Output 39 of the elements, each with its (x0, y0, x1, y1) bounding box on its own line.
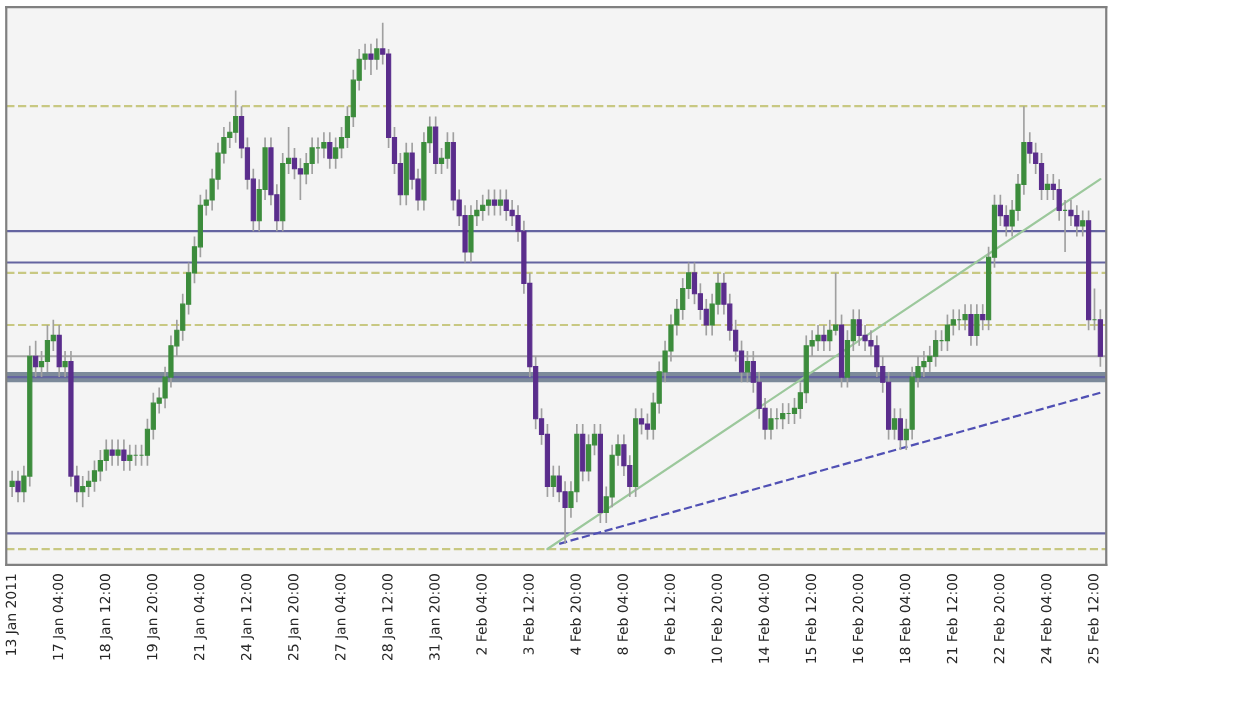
candlestick (856, 308, 862, 347)
candlestick (491, 188, 498, 217)
candlestick (497, 188, 503, 217)
candlestick (121, 438, 127, 472)
candlestick (80, 475, 86, 509)
candlestick (897, 407, 903, 451)
candlestick (550, 464, 556, 498)
candlestick (580, 423, 586, 483)
candlestick (503, 188, 509, 222)
candlestick (815, 324, 821, 352)
candlestick (891, 407, 898, 441)
candlestick (433, 115, 439, 175)
candlestick (127, 443, 133, 472)
candlestick (327, 131, 333, 170)
candlestick (15, 470, 21, 503)
candlestick (9, 470, 15, 498)
candlestick (468, 204, 474, 264)
candlestick (1080, 209, 1086, 238)
candlestick (968, 303, 974, 347)
candlestick (638, 407, 645, 436)
candlestick (480, 193, 486, 222)
candlestick (962, 303, 968, 332)
candlestick (233, 89, 239, 144)
candlestick (485, 188, 492, 217)
candlestick (821, 324, 827, 352)
candlestick (444, 131, 451, 170)
candlestick (115, 438, 121, 467)
candlestick (368, 42, 374, 76)
candlestick (644, 412, 651, 441)
candlestick (768, 407, 774, 441)
candlestick (974, 303, 980, 347)
candlestick (944, 313, 951, 352)
candlestick (1074, 204, 1080, 238)
candlestick (980, 303, 986, 332)
candlestick (403, 141, 409, 207)
candlestick (780, 402, 786, 431)
candlestick (109, 438, 115, 467)
candlestick (321, 131, 327, 160)
candlestick (1044, 173, 1051, 201)
